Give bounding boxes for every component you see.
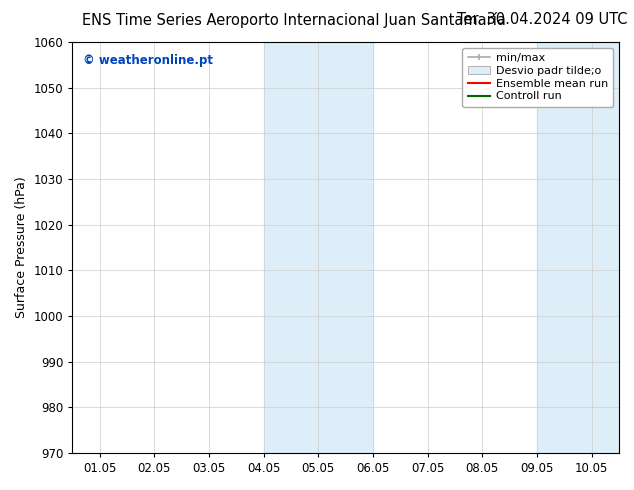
Bar	[264, 42, 373, 453]
Text: © weatheronline.pt: © weatheronline.pt	[83, 54, 213, 68]
Bar	[537, 42, 634, 453]
Text: ENS Time Series Aeroporto Internacional Juan Santamaría: ENS Time Series Aeroporto Internacional …	[82, 12, 507, 28]
Text: Ter. 30.04.2024 09 UTC: Ter. 30.04.2024 09 UTC	[457, 12, 628, 27]
Y-axis label: Surface Pressure (hPa): Surface Pressure (hPa)	[15, 176, 28, 318]
Legend: min/max, Desvio padr tilde;o, Ensemble mean run, Controll run: min/max, Desvio padr tilde;o, Ensemble m…	[462, 48, 614, 107]
